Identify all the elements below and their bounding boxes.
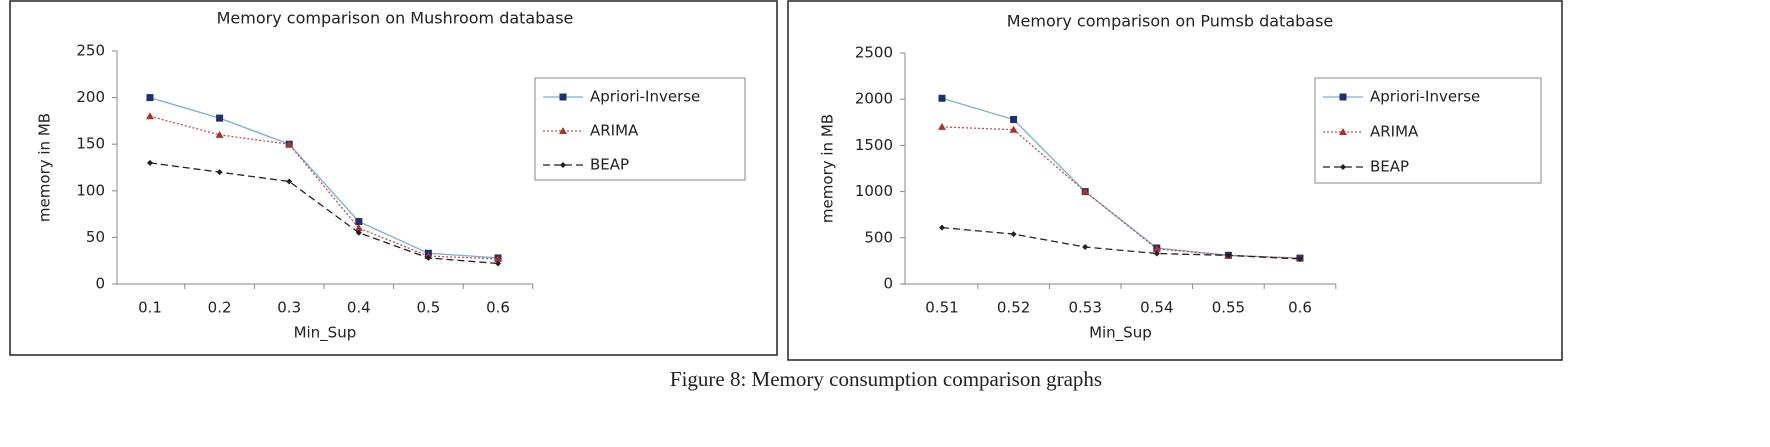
- marker: [494, 254, 502, 262]
- legend-box: [534, 77, 746, 181]
- marker: [1225, 252, 1232, 259]
- x-tick-label: 0.53: [1068, 299, 1101, 317]
- marker: [1297, 256, 1303, 263]
- series-line: [149, 96, 499, 259]
- marker: [1009, 125, 1018, 133]
- x-axis-label: Min_Sup: [294, 324, 357, 343]
- legend-label: BEAP: [1370, 158, 1409, 176]
- y-tick-label: 100: [76, 181, 105, 199]
- series-line: [149, 162, 499, 265]
- x-tick-label: 0.55: [1212, 299, 1245, 317]
- marker: [495, 260, 501, 267]
- x-tick-label: 0.6: [1288, 299, 1312, 317]
- marker: [285, 140, 294, 148]
- marker: [216, 114, 224, 122]
- marker: [146, 94, 154, 102]
- y-tick-label: 2000: [855, 90, 893, 108]
- x-tick-label: 0.51: [925, 299, 958, 317]
- legend-box: [1314, 77, 1542, 184]
- marker: [939, 224, 945, 231]
- legend-label: ARIMA: [1370, 123, 1419, 141]
- y-tick-label: 1000: [855, 182, 893, 200]
- y-tick-label: 150: [76, 135, 105, 153]
- x-tick-label: 0.52: [997, 299, 1030, 317]
- marker: [1082, 244, 1089, 251]
- y-axis-label: memory in MB: [819, 114, 837, 223]
- marker: [1010, 231, 1017, 238]
- y-tick-label: 50: [86, 228, 105, 246]
- marker: [1152, 244, 1161, 252]
- x-axis-label: Min_Sup: [1089, 324, 1152, 343]
- x-tick-label: 0.3: [277, 299, 301, 317]
- series-line: [149, 115, 499, 260]
- y-tick-label: 500: [864, 228, 893, 246]
- marker: [355, 229, 362, 236]
- marker: [146, 112, 154, 120]
- marker: [215, 130, 224, 138]
- legend-label: ARIMA: [590, 122, 639, 140]
- legend-label: Apriori-Inverse: [1370, 88, 1480, 106]
- marker: [559, 93, 567, 101]
- marker: [560, 162, 566, 168]
- y-tick-label: 200: [76, 88, 105, 106]
- marker: [425, 254, 432, 261]
- y-tick-label: 250: [76, 42, 105, 60]
- marker: [559, 127, 567, 134]
- series-line: [941, 126, 1301, 259]
- x-tick-label: 0.54: [1140, 299, 1173, 317]
- series-line: [941, 97, 1301, 259]
- x-tick-label: 0.6: [486, 299, 510, 317]
- marker: [1339, 93, 1347, 101]
- y-axis-label: memory in MB: [36, 113, 54, 222]
- legend-label: Apriori-Inverse: [590, 88, 700, 106]
- series-line: [941, 226, 1301, 260]
- marker: [1010, 116, 1018, 124]
- legend-label: BEAP: [590, 156, 629, 174]
- x-tick-label: 0.1: [138, 299, 162, 317]
- marker: [354, 224, 363, 232]
- marker: [286, 178, 293, 185]
- marker: [1340, 164, 1346, 170]
- marker: [1153, 250, 1160, 257]
- marker: [938, 122, 946, 130]
- y-tick-label: 2500: [855, 44, 893, 62]
- chart-title: Memory comparison on Pumsb database: [1007, 12, 1334, 31]
- y-tick-label: 1500: [855, 136, 893, 154]
- marker: [938, 94, 946, 102]
- marker: [355, 218, 363, 226]
- marker: [147, 159, 153, 166]
- y-tick-label: 0: [883, 275, 893, 293]
- marker: [1081, 187, 1090, 195]
- x-tick-label: 0.5: [416, 299, 440, 317]
- x-tick-label: 0.4: [347, 299, 371, 317]
- panel-frame: [9, 0, 778, 356]
- panel-frame: [787, 0, 1563, 361]
- y-tick-label: 0: [95, 275, 105, 293]
- marker: [1339, 128, 1347, 135]
- caption: Figure 8: Memory consumption comparison …: [670, 367, 1102, 391]
- marker: [216, 169, 223, 176]
- x-tick-label: 0.2: [208, 299, 232, 317]
- chart-title: Memory comparison on Mushroom database: [217, 9, 574, 28]
